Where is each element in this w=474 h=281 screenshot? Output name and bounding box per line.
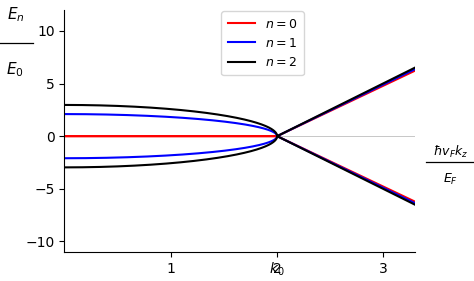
Text: $E_n$: $E_n$ [7,6,24,24]
$n = 1$ [406,71,411,74]
$n = 2$ [196,110,202,114]
$n = 2$ [122,105,128,108]
Line: $n = 1$: $n = 1$ [64,69,415,136]
Text: $E_0$: $E_0$ [7,61,24,80]
$n = 0$ [368,90,374,93]
$n = 0$ [211,135,217,138]
Text: $E_F$: $E_F$ [443,172,458,187]
Line: $n = 2$: $n = 2$ [64,67,415,136]
$n = 1$ [122,113,128,117]
Legend: $n = 0$, $n = 1$, $n = 2$: $n = 0$, $n = 1$, $n = 2$ [221,11,304,75]
$n = 2$ [62,103,67,106]
$n = 0$ [122,135,128,138]
$n = 0$ [62,135,67,138]
$n = 2$ [211,112,217,116]
Text: $\hbar v_F k_z$: $\hbar v_F k_z$ [433,144,468,160]
$n = 1$ [101,113,107,116]
$n = 1$ [211,119,217,122]
$n = 2$ [368,88,374,91]
Line: $n = 0$: $n = 0$ [64,71,415,136]
$n = 1$ [368,89,374,92]
$n = 1$ [62,112,67,116]
$n = 2$ [412,66,418,69]
$n = 0$ [412,69,418,72]
$n = 0$ [196,135,202,138]
$n = 2$ [406,69,411,72]
$n = 2$ [101,104,107,107]
Text: $k_0$: $k_0$ [269,260,285,278]
$n = 1$ [274,134,280,138]
$n = 2$ [274,134,280,138]
$n = 0$ [406,72,411,76]
$n = 0$ [101,135,107,138]
$n = 1$ [412,67,418,71]
$n = 1$ [196,117,202,121]
